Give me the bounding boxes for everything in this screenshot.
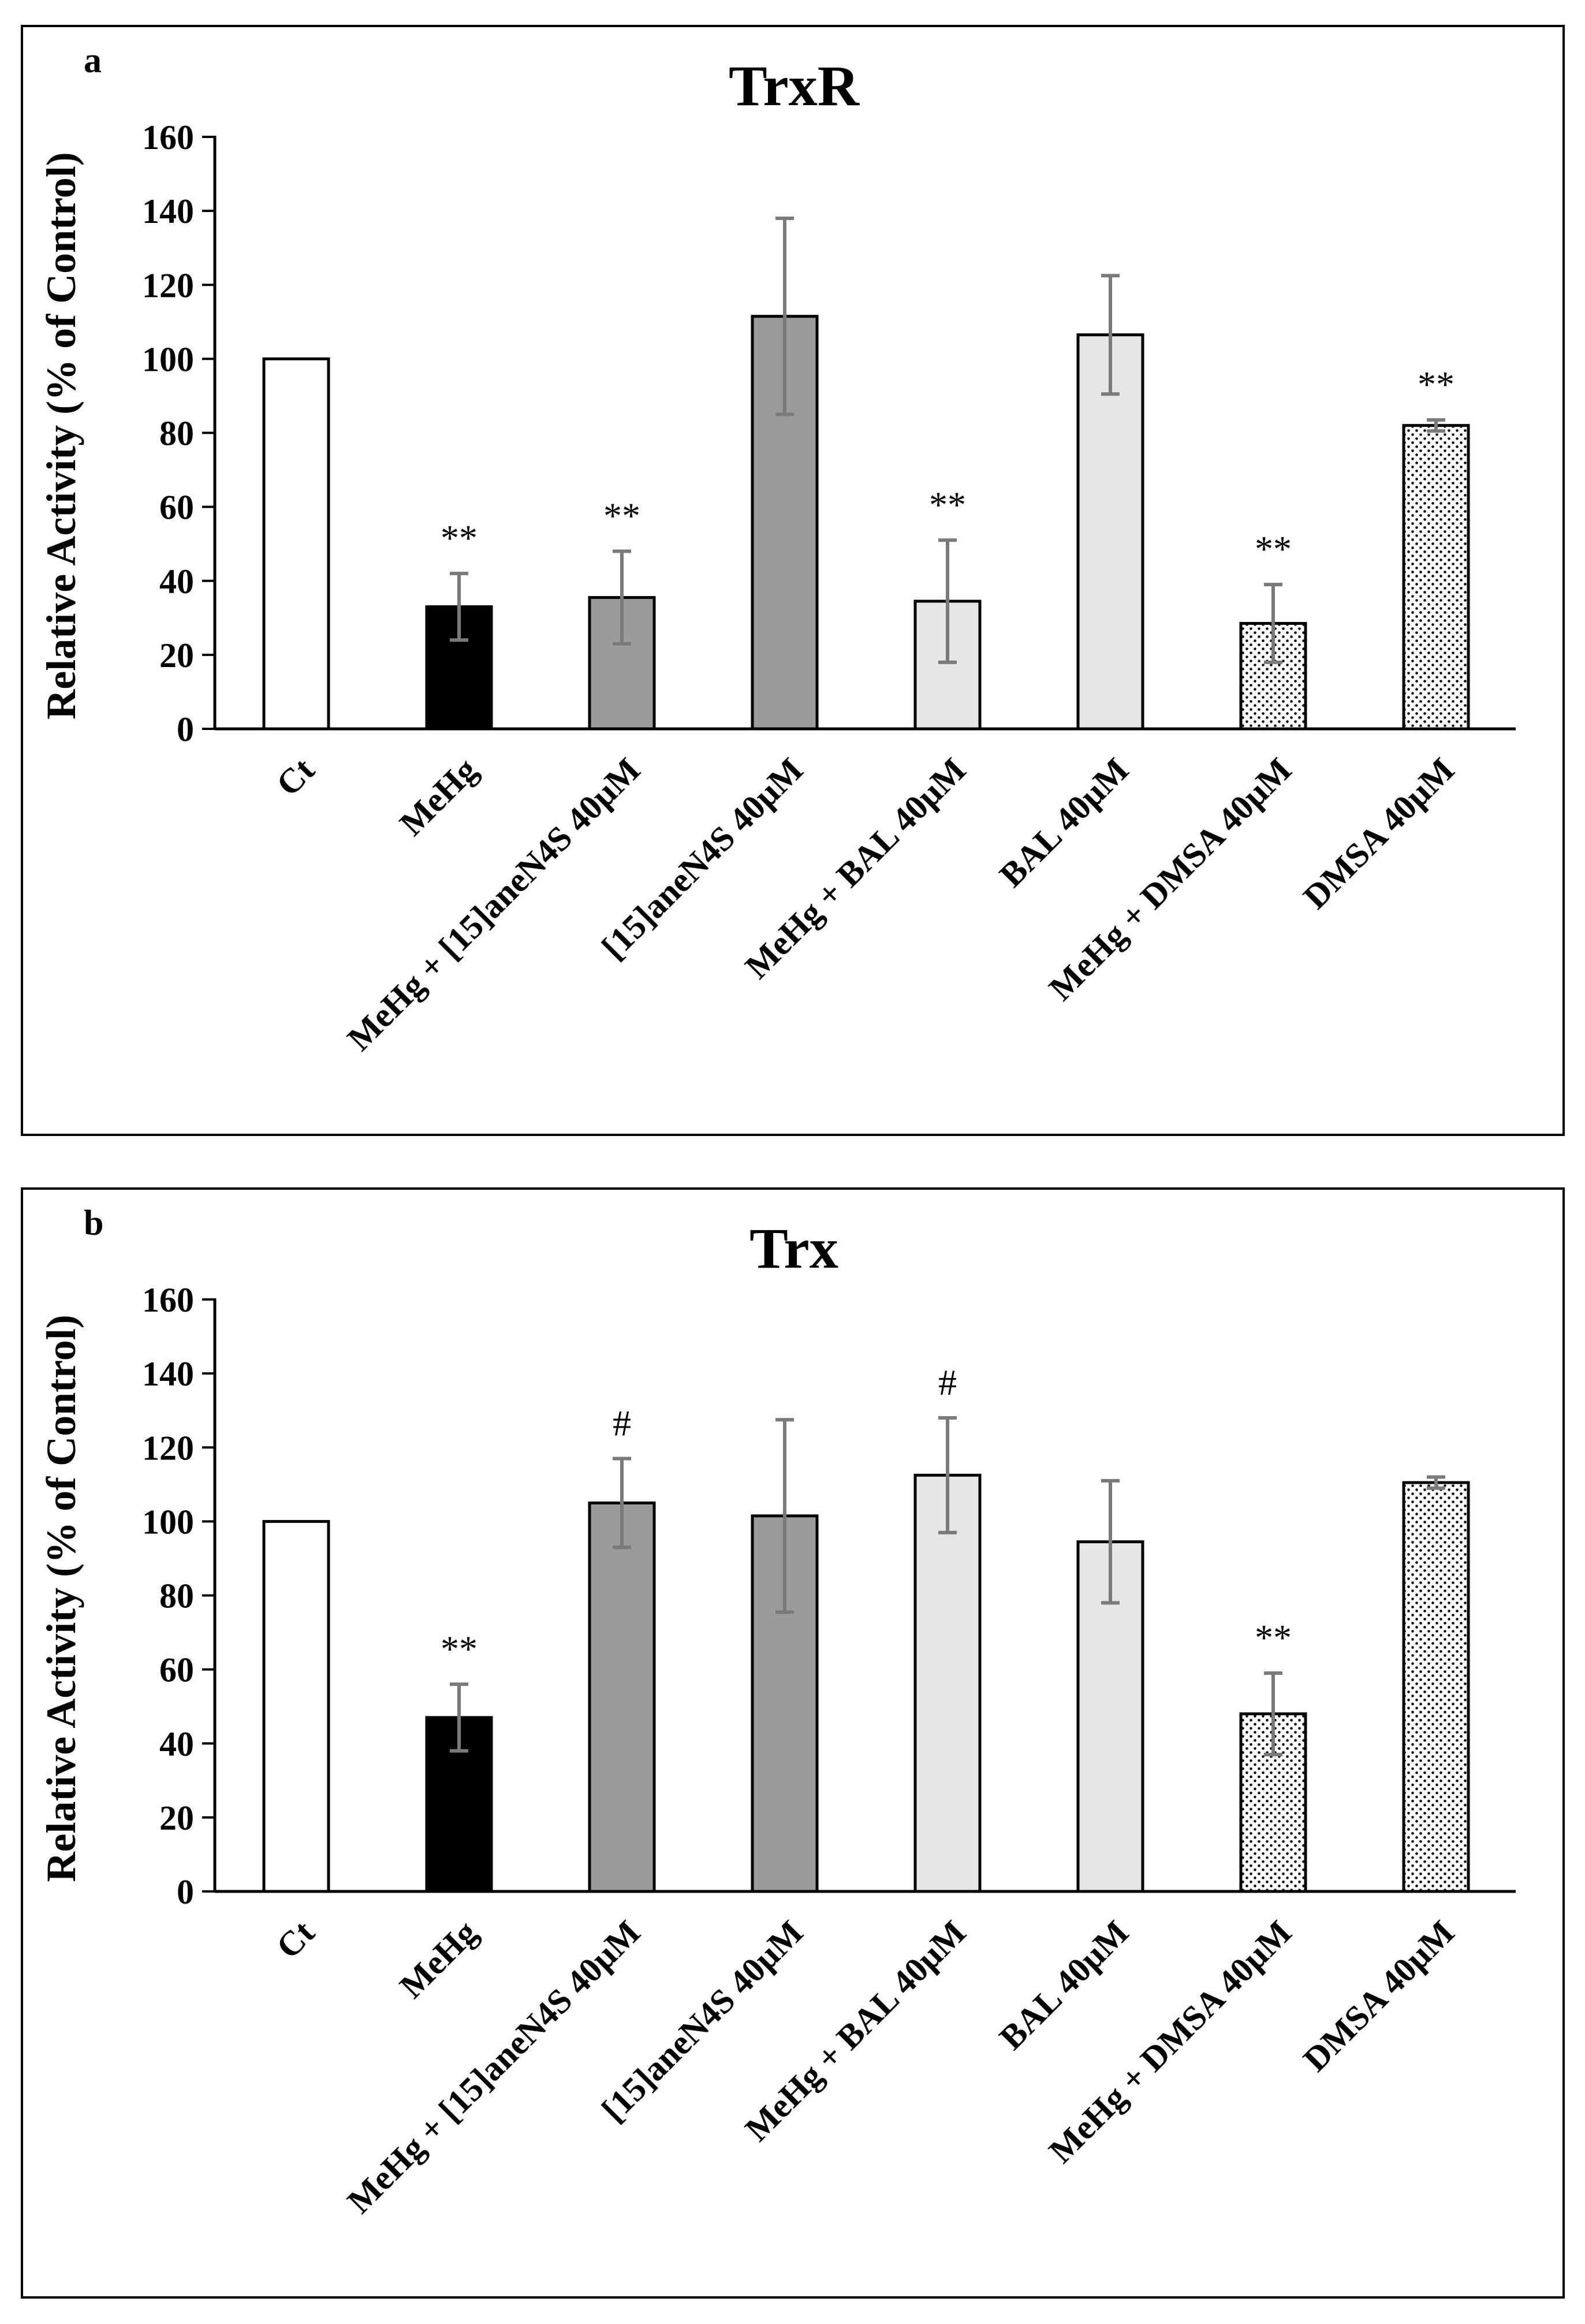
panel-b-y-tick-label: 100 <box>142 1503 194 1541</box>
panel-b-y-tick-label: 0 <box>177 1873 194 1911</box>
panel-b-bar <box>913 1473 982 1893</box>
panel-a-bar <box>1076 333 1144 731</box>
panel-b-title: Trx <box>749 1216 838 1280</box>
panel-b-significance-mark: # <box>938 1362 957 1403</box>
panel-b-y-tick-label: 40 <box>159 1725 194 1763</box>
panel-a-significance-mark: ** <box>1255 528 1292 569</box>
panel-a-y-tick-label: 160 <box>142 118 194 157</box>
panel-a-significance-mark: ** <box>603 496 640 537</box>
panel-b-bar <box>262 1519 330 1893</box>
panel-b-bar <box>1402 1481 1470 1893</box>
panel-b-significance-mark: # <box>613 1402 631 1443</box>
panel-a-significance-mark: ** <box>929 484 966 525</box>
panel-a-y-tick-label: 60 <box>159 489 194 527</box>
panel-a-bar <box>1402 424 1470 731</box>
panel-a-letter: a <box>84 41 102 80</box>
panel-a-y-tick-label: 20 <box>159 636 194 675</box>
panel-b: b Trx Relative Activity (% of Control) 0 2… <box>21 1187 1565 2299</box>
panel-a-y-axis-label: Relative Activity (% of Control) <box>38 152 84 719</box>
panel-b-y-axis-label: Relative Activity (% of Control) <box>38 1314 84 1882</box>
panel-a-y-tick-label: 40 <box>159 563 194 601</box>
panel-a-y-tick-label: 0 <box>177 710 194 748</box>
panel-b-y-tick-label: 120 <box>142 1429 194 1467</box>
panel-b-y-tick-label: 80 <box>159 1577 194 1615</box>
panel-a-significance-mark: ** <box>441 517 478 558</box>
panel-a-y-tick-label: 140 <box>142 192 194 230</box>
panel-a-title: TrxR <box>729 54 860 118</box>
panel-b-bar <box>588 1501 656 1893</box>
panel-b-letter: b <box>84 1204 103 1243</box>
panel-a: a TrxR Relative Activity (% of Control) 0… <box>21 25 1565 1136</box>
panel-a-y-tick-label: 80 <box>159 415 194 453</box>
panel-b-significance-mark: ** <box>1255 1617 1292 1658</box>
panel-b-y-tick-label: 60 <box>159 1651 194 1689</box>
panel-b-y-tick-label: 20 <box>159 1799 194 1837</box>
panel-b-y-tick-label: 140 <box>142 1355 194 1393</box>
panel-a-y-tick-label: 100 <box>142 340 194 378</box>
panel-a-bar <box>262 357 330 731</box>
panel-b-significance-mark: ** <box>441 1628 478 1669</box>
panel-a-significance-mark: ** <box>1418 364 1455 405</box>
panel-a-y-tick-label: 120 <box>142 266 194 304</box>
panel-b-y-tick-label: 160 <box>142 1281 194 1319</box>
